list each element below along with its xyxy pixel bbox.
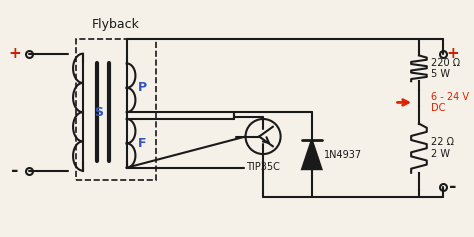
Text: 1N4937: 1N4937 xyxy=(324,150,363,160)
Text: S: S xyxy=(94,106,103,119)
Text: +: + xyxy=(8,46,21,61)
Text: Flyback: Flyback xyxy=(92,18,140,31)
Text: F: F xyxy=(138,137,147,150)
Text: +: + xyxy=(447,46,459,61)
Bar xyxy=(76,39,156,180)
Polygon shape xyxy=(302,140,321,169)
Text: 22 Ω
2 W: 22 Ω 2 W xyxy=(431,137,454,159)
Text: P: P xyxy=(138,81,147,94)
Text: 220 Ω
5 W: 220 Ω 5 W xyxy=(431,58,460,79)
Text: 6 - 24 V
DC: 6 - 24 V DC xyxy=(431,92,469,113)
Text: -: - xyxy=(11,162,18,180)
Text: TIP35C: TIP35C xyxy=(246,162,280,172)
Text: -: - xyxy=(449,178,457,196)
